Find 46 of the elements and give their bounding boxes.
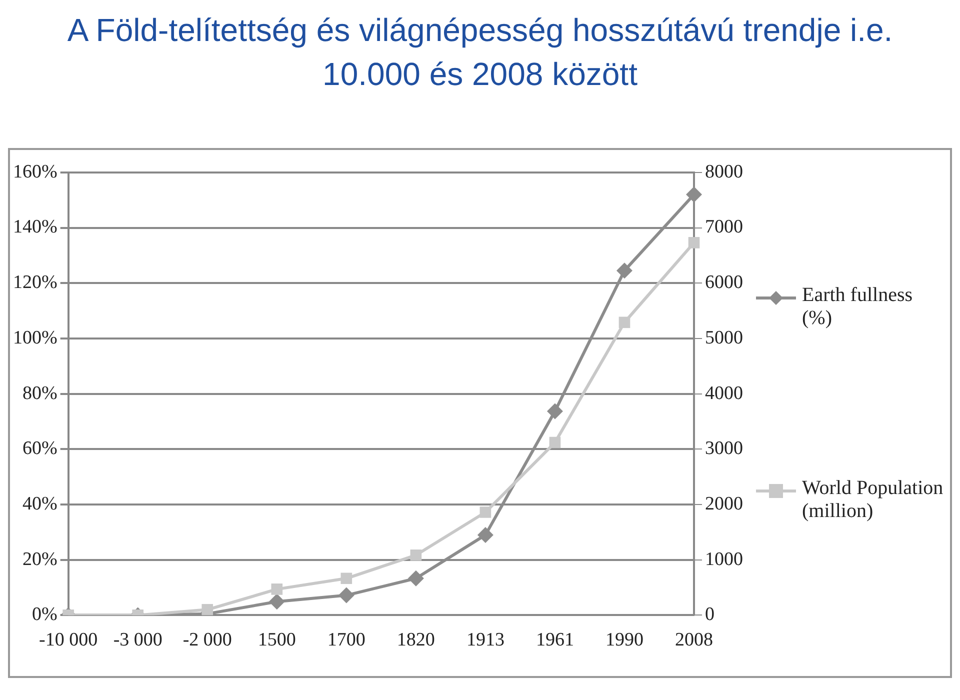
x-tick-label: -2 000 — [182, 630, 232, 651]
x-tick-label: 1961 — [536, 630, 574, 651]
y-tick-label: 100% — [13, 327, 58, 348]
x-tick-label: 2008 — [675, 630, 713, 651]
point — [410, 549, 422, 561]
point — [546, 403, 563, 420]
y2-tick-label: 8000 — [705, 161, 743, 182]
x-tick-label: 1500 — [258, 630, 296, 651]
y2-tick-label: 4000 — [705, 382, 743, 404]
point — [408, 570, 424, 586]
y2-tick-label: 2000 — [705, 493, 743, 514]
point — [616, 262, 632, 279]
x-tick-label: -10 000 — [39, 630, 98, 651]
x-tick-label: -3 000 — [113, 630, 162, 651]
point — [340, 572, 352, 584]
y2-tick-label: 1000 — [705, 548, 743, 570]
point — [271, 584, 283, 595]
y-tick-label: 0% — [32, 604, 58, 626]
y-tick-label: 140% — [13, 216, 58, 238]
y-tick-label: 80% — [22, 382, 58, 404]
x-tick-label: 1990 — [605, 630, 644, 651]
point — [202, 604, 214, 616]
y2-tick-label: 7000 — [705, 216, 743, 238]
y-tick-label: 40% — [22, 493, 58, 514]
point — [480, 506, 492, 518]
point — [686, 186, 702, 203]
legend-label: Earth fullness (%) — [802, 284, 914, 330]
point — [688, 237, 700, 248]
point — [477, 526, 494, 543]
legend-label: World Population (million) — [802, 476, 944, 522]
point — [338, 587, 354, 604]
y-tick-label: 60% — [22, 438, 58, 460]
y-tick-label: 160% — [13, 161, 58, 182]
x-tick-label: 1913 — [466, 630, 504, 651]
y2-tick-label: 6000 — [705, 272, 743, 294]
x-tick-label: 1700 — [327, 630, 366, 651]
y2-tick-label: 0 — [705, 604, 714, 626]
point — [549, 436, 561, 448]
point — [268, 594, 285, 610]
y-tick-label: 120% — [13, 272, 58, 294]
y-tick-label: 20% — [22, 548, 58, 570]
x-tick-label: 1820 — [396, 630, 435, 651]
y2-tick-label: 5000 — [705, 327, 743, 348]
point — [618, 316, 630, 328]
chart-title: A Föld-telítettség és világnépesség hosszútávú trendje i.e. 10.000 és 2008 között — [66, 11, 894, 94]
y2-tick-label: 3000 — [705, 438, 743, 460]
